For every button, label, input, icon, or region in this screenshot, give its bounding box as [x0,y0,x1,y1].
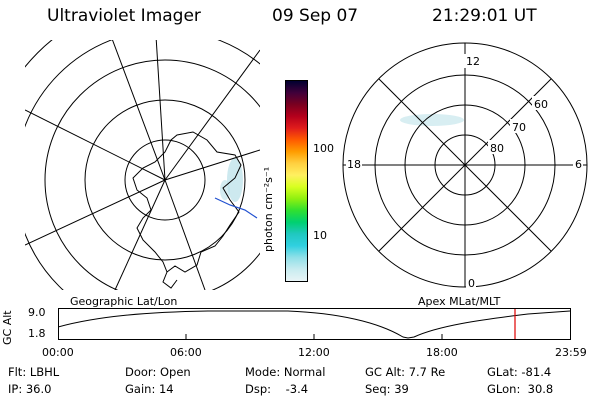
apex-label: Apex MLat/MLT [418,295,501,308]
mlat-label-80: 80 [490,142,504,155]
altitude-plot [58,308,571,340]
polar-mlt-plot: 12 18 6 0 60 70 80 [342,42,588,290]
geographic-map [25,40,260,290]
glat-status: GLat: -81.4 [487,365,552,379]
mode-status: Mode: Normal [245,365,326,379]
geographic-label: Geographic Lat/Lon [70,295,178,308]
time-tick-0000: 00:00 [42,346,74,359]
ip-status: IP: 36.0 [8,382,52,396]
time-label: 21:29:01 UT [432,6,537,26]
mlat-label-60: 60 [534,98,548,111]
dsp-status: Dsp: -3.4 [245,382,309,396]
date-label: 09 Sep 07 [272,6,359,26]
instrument-title: Ultraviolet Imager [47,6,201,26]
time-tick-1800: 18:00 [426,346,458,359]
mlt-label-0: 0 [468,277,475,290]
altitude-tick-high: 9.0 [28,306,46,319]
glon-status: GLon: 30.8 [487,382,554,396]
aurora-emission [220,158,243,202]
altitude-axis-label: GC Alt [1,310,14,345]
time-tick-1200: 12:00 [298,346,330,359]
altitude-curve [58,310,571,339]
polar-aurora [400,114,464,126]
colorbar-tick-100: 100 [313,142,334,155]
door-status: Door: Open [125,365,191,379]
colorbar-tick-10: 10 [313,229,327,242]
altitude-tick-low: 1.8 [28,327,46,340]
gain-status: Gain: 14 [125,382,174,396]
time-tick-0600: 06:00 [170,346,202,359]
mlt-label-12: 12 [466,55,480,68]
seq-status: Seq: 39 [365,382,409,396]
time-tick-2359: 23:59 [555,346,587,359]
colorbar [285,80,308,282]
colorbar-unit-label: photon cm⁻²s⁻¹ [262,166,275,252]
mlt-label-6: 6 [575,158,582,171]
gc-alt-status: GC Alt: 7.7 Re [365,365,446,379]
filter-status: Flt: LBHL [8,365,60,379]
antarctica-coastline [132,131,242,273]
mlat-label-70: 70 [512,121,526,134]
mlt-label-18: 18 [347,158,361,171]
terminator-line [214,197,258,219]
